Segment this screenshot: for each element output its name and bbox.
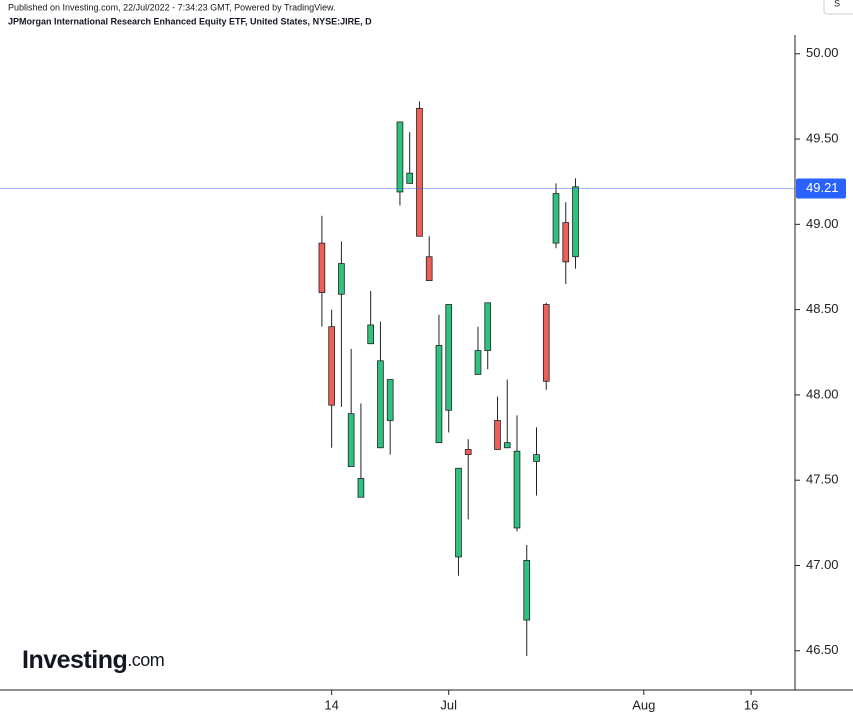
chart-title: JPMorgan International Research Enhanced… — [8, 16, 372, 26]
candle-body — [425, 256, 433, 282]
y-tick-label: 50.00 — [806, 45, 839, 60]
candle-body — [464, 449, 472, 456]
toolbar-button-label[interactable]: S — [834, 0, 840, 8]
candle-body — [503, 442, 511, 449]
candle-body — [435, 345, 443, 444]
candle-body — [523, 559, 531, 621]
y-tick-label: 49.50 — [806, 130, 839, 145]
candle-body — [328, 326, 335, 406]
candle-body — [338, 263, 345, 295]
y-tick-label: 48.00 — [806, 386, 839, 401]
candle-body — [513, 450, 521, 529]
candle-body — [396, 121, 404, 193]
candle-body — [445, 304, 453, 411]
candle-body — [347, 413, 355, 467]
candle-body — [572, 186, 579, 258]
candle-body — [377, 360, 384, 449]
logo: Investing.com — [22, 646, 165, 674]
candle-body — [357, 478, 365, 498]
candle-body — [494, 420, 501, 450]
x-tick-label: 16 — [744, 697, 758, 712]
y-tick-label: 48.50 — [806, 301, 839, 316]
x-tick-label: Aug — [632, 697, 655, 712]
published-note: Published on Investing.com, 22/Jul/2022 … — [8, 2, 336, 12]
candle-body — [386, 379, 394, 421]
logo-suffix: .com — [127, 650, 164, 670]
logo-brand-text: Investing — [22, 646, 127, 674]
candle-body — [474, 350, 482, 375]
y-tick-label: 47.50 — [806, 472, 839, 487]
candle-body — [416, 107, 423, 237]
candle-body — [318, 242, 326, 293]
last-price-label: 49.21 — [806, 180, 839, 195]
x-tick-label: Jul — [440, 697, 457, 712]
candle-body — [406, 172, 414, 184]
y-tick-label: 46.50 — [806, 642, 839, 657]
logo-brand: Investing.com — [22, 646, 164, 674]
last-price-box — [796, 178, 846, 199]
candle-body — [542, 304, 550, 382]
y-tick-label: 47.00 — [806, 557, 839, 572]
candle-body — [533, 454, 540, 462]
x-tick-label: 14 — [324, 697, 338, 712]
candle-body — [367, 324, 375, 345]
candle-body — [552, 193, 560, 244]
candle-body — [484, 302, 492, 351]
candle-body — [455, 467, 462, 558]
y-tick-label: 49.00 — [806, 216, 839, 231]
toolbar-button[interactable] — [823, 0, 853, 15]
candle-body — [562, 222, 570, 263]
